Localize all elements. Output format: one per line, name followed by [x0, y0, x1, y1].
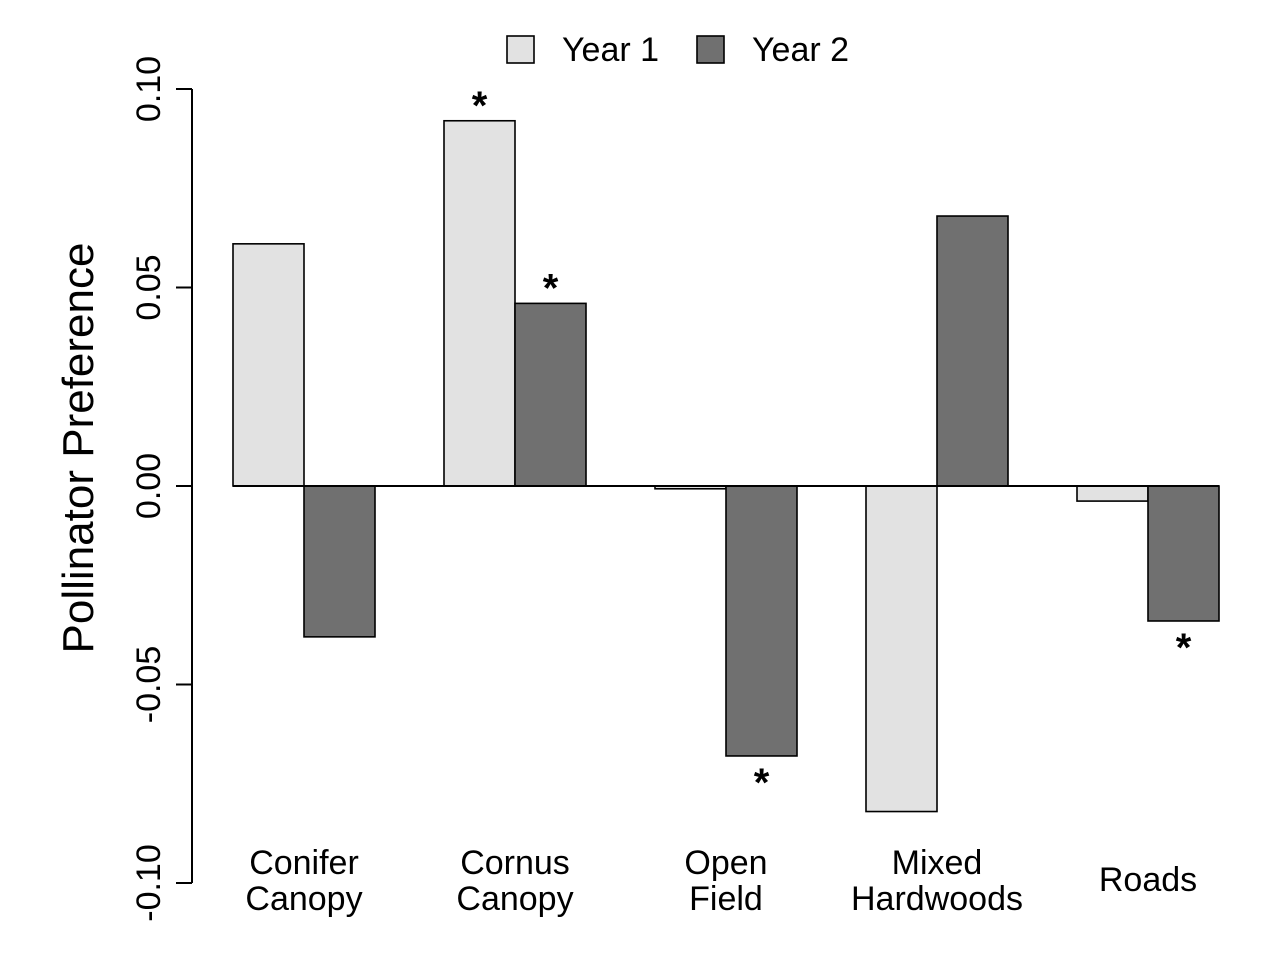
- category-label: Cornus: [460, 844, 570, 882]
- category-label: Hardwoods: [851, 880, 1023, 918]
- category-label: Conifer: [249, 844, 359, 882]
- significance-markers: * * * *: [472, 84, 1192, 805]
- significance-star: *: [543, 266, 559, 310]
- bar-year2-3: [936, 215, 1009, 487]
- category-label: Open: [684, 844, 767, 882]
- y-axis: -0.10 -0.05 0.00 0.05 0.10: [130, 56, 193, 922]
- y-tick-label: 0.00: [130, 453, 168, 519]
- legend-swatch-year1: [506, 35, 535, 64]
- significance-star: *: [1176, 626, 1192, 670]
- bar-year1-4: [1076, 485, 1149, 502]
- legend: Year 1 Year 2: [506, 31, 849, 69]
- y-axis-label: Pollinator Preference: [54, 243, 103, 654]
- category-label: Roads: [1099, 861, 1197, 899]
- y-tick-label: 0.05: [130, 254, 168, 320]
- significance-star: *: [472, 84, 488, 128]
- category-label: Canopy: [456, 880, 573, 918]
- legend-label: Year 1: [562, 31, 659, 69]
- category-label: Canopy: [245, 880, 362, 918]
- bar-year1-0: [232, 243, 305, 487]
- y-tick-label: -0.10: [130, 844, 168, 922]
- y-tick-label: -0.05: [130, 646, 168, 724]
- bar-year2-0: [303, 485, 376, 638]
- category-label: Mixed: [892, 844, 983, 882]
- bars: [232, 119, 1220, 813]
- legend-swatch-year2: [696, 35, 725, 64]
- category-label: Field: [689, 880, 763, 918]
- bar-year1-1: [443, 119, 516, 487]
- significance-star: *: [754, 761, 770, 805]
- y-tick-label: 0.10: [130, 56, 168, 122]
- category-labels: ConiferCanopyCornusCanopyOpenFieldMixedH…: [245, 844, 1197, 918]
- bar-year2-2: [725, 485, 798, 757]
- bar-year1-3: [865, 485, 938, 813]
- bar-year2-4: [1147, 485, 1220, 622]
- bar-year2-1: [514, 302, 587, 487]
- legend-label: Year 2: [752, 31, 849, 69]
